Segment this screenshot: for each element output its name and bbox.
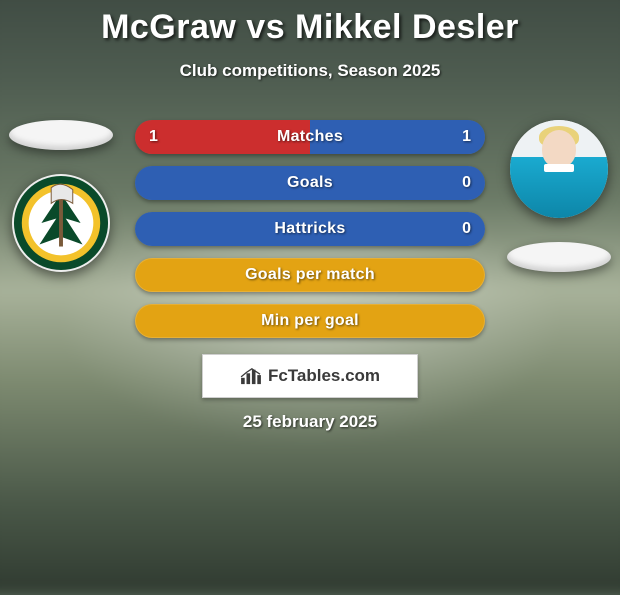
stat-bar: 0 Hattricks (135, 212, 485, 246)
club-crest-icon (12, 174, 110, 272)
stat-label: Matches (277, 128, 343, 146)
left-avatar (12, 174, 110, 272)
right-avatar (510, 120, 608, 218)
stat-value-right: 0 (462, 212, 471, 246)
stat-label: Min per goal (261, 312, 359, 330)
stat-bar: Goals per match (135, 258, 485, 292)
left-player-column (6, 120, 116, 272)
stat-value-right: 1 (462, 120, 471, 154)
stat-bar: 1 1 Matches (135, 120, 485, 154)
stat-bar: 0 Goals (135, 166, 485, 200)
brand-text: FcTables.com (268, 366, 380, 386)
stat-label: Goals per match (245, 266, 375, 284)
player-collar (544, 164, 574, 172)
player-head (542, 130, 576, 168)
page-subtitle: Club competitions, Season 2025 (0, 61, 620, 81)
brand-attribution: FcTables.com (202, 354, 418, 398)
stat-value-right: 0 (462, 166, 471, 200)
stat-bar: Min per goal (135, 304, 485, 338)
bar-chart-icon (240, 367, 262, 385)
stat-label: Hattricks (274, 220, 345, 238)
page-title: McGraw vs Mikkel Desler (0, 0, 620, 47)
stat-bars: 1 1 Matches 0 Goals 0 Hattricks Goals per match… (135, 120, 485, 338)
content-root: McGraw vs Mikkel Desler Club competition… (0, 0, 620, 580)
date-label: 25 february 2025 (0, 412, 620, 432)
left-placeholder-ellipse (9, 120, 113, 150)
right-placeholder-ellipse (507, 242, 611, 272)
stat-label: Goals (287, 174, 333, 192)
stat-value-left: 1 (149, 120, 158, 154)
right-player-column (504, 120, 614, 272)
